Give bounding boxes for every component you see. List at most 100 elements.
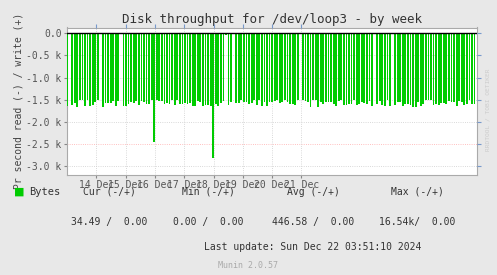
Bar	[323, 33, 324, 104]
Bar	[194, 33, 196, 106]
Bar	[302, 33, 304, 100]
Bar	[299, 33, 301, 34]
Bar	[361, 33, 363, 102]
Bar	[410, 33, 412, 105]
Bar	[110, 33, 111, 103]
Bar	[358, 33, 360, 104]
Bar	[86, 33, 88, 100]
Bar	[143, 33, 145, 102]
Bar	[154, 33, 155, 142]
Y-axis label: Pr second read (-) / write (+): Pr second read (-) / write (+)	[13, 13, 23, 189]
Bar	[294, 33, 296, 104]
Bar	[248, 33, 250, 103]
Bar	[105, 33, 106, 103]
Bar	[474, 33, 476, 104]
Bar	[325, 33, 327, 103]
Bar	[253, 33, 255, 100]
Bar	[156, 33, 158, 100]
Bar	[141, 33, 142, 101]
Bar	[414, 33, 416, 107]
Bar	[107, 33, 109, 103]
Text: Avg (-/+): Avg (-/+)	[287, 187, 339, 197]
Bar	[210, 33, 212, 106]
Bar	[328, 33, 330, 102]
Bar	[115, 33, 117, 106]
Bar	[353, 33, 355, 100]
Bar	[233, 33, 235, 34]
Text: Cur (-/+): Cur (-/+)	[83, 187, 136, 197]
Bar	[176, 33, 178, 100]
Bar	[69, 33, 71, 34]
Bar	[166, 33, 168, 103]
Bar	[79, 33, 81, 100]
Text: 0.00 /  0.00: 0.00 / 0.00	[173, 217, 244, 227]
Bar	[400, 33, 401, 102]
Text: ■: ■	[14, 187, 24, 197]
Bar	[217, 33, 219, 106]
Bar	[445, 33, 447, 104]
Title: Disk throughput for /dev/loop3 - by week: Disk throughput for /dev/loop3 - by week	[122, 13, 422, 26]
Bar	[461, 33, 463, 102]
Bar	[261, 33, 263, 106]
Text: Bytes: Bytes	[29, 187, 60, 197]
Bar	[202, 33, 204, 106]
Bar	[184, 33, 186, 103]
Bar	[117, 33, 119, 101]
Bar	[125, 33, 127, 106]
Bar	[225, 33, 227, 35]
Bar	[228, 33, 230, 105]
Bar	[258, 33, 260, 100]
Bar	[289, 33, 291, 104]
Bar	[266, 33, 268, 106]
Bar	[356, 33, 357, 105]
Bar	[379, 33, 381, 101]
Bar	[130, 33, 132, 102]
Bar	[384, 33, 386, 106]
Bar	[148, 33, 150, 104]
Bar	[407, 33, 409, 104]
Bar	[238, 33, 240, 103]
Bar	[138, 33, 140, 104]
Text: Min (-/+): Min (-/+)	[182, 187, 235, 197]
Bar	[133, 33, 135, 103]
Bar	[77, 33, 78, 106]
Bar	[425, 33, 427, 100]
Bar	[263, 33, 265, 103]
Bar	[99, 33, 101, 34]
Bar	[435, 33, 437, 104]
Bar	[192, 33, 193, 106]
Bar	[164, 33, 166, 104]
Bar	[230, 33, 232, 102]
Bar	[72, 33, 73, 105]
Bar	[348, 33, 350, 104]
Bar	[351, 33, 352, 104]
Bar	[376, 33, 378, 104]
Bar	[179, 33, 181, 104]
Bar	[281, 33, 283, 102]
Bar	[320, 33, 322, 102]
Bar	[246, 33, 248, 102]
Bar	[374, 33, 376, 34]
Bar	[92, 33, 93, 105]
Bar	[458, 33, 460, 101]
Bar	[256, 33, 257, 105]
Bar	[371, 33, 373, 106]
Bar	[369, 33, 370, 101]
Bar	[433, 33, 434, 105]
Bar	[443, 33, 445, 103]
Bar	[387, 33, 388, 100]
Bar	[463, 33, 465, 104]
Bar	[287, 33, 288, 102]
Bar	[189, 33, 191, 103]
Bar	[363, 33, 365, 103]
Bar	[199, 33, 201, 102]
Bar	[135, 33, 137, 101]
Bar	[389, 33, 391, 106]
Bar	[128, 33, 130, 104]
Bar	[279, 33, 281, 103]
Bar	[343, 33, 345, 105]
Bar	[297, 33, 299, 100]
Bar	[243, 33, 245, 102]
Bar	[471, 33, 473, 104]
Bar	[212, 33, 214, 158]
